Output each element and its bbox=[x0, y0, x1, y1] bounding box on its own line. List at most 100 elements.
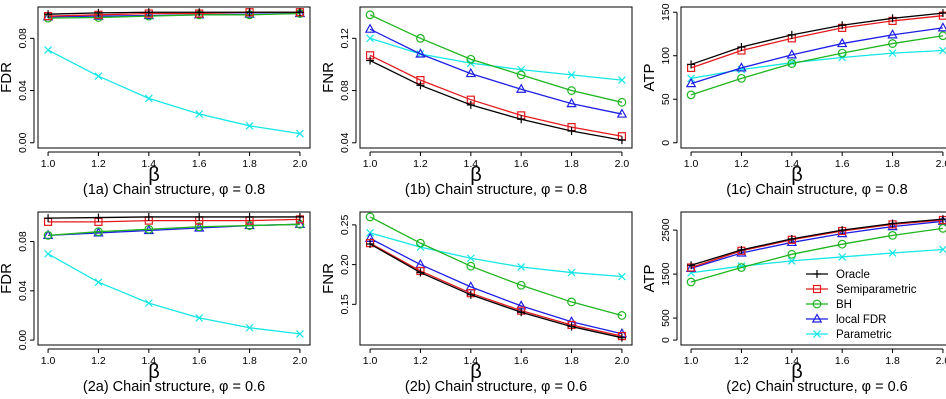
data-point-parametric bbox=[567, 70, 576, 79]
data-point-oracle bbox=[416, 268, 425, 277]
legend-marker-oracle bbox=[813, 270, 821, 278]
data-point-bh bbox=[94, 227, 103, 237]
data-point-local-fdr bbox=[887, 220, 898, 231]
data-point-parametric bbox=[44, 249, 52, 258]
data-point-local-fdr bbox=[364, 23, 376, 33]
y-axis-label: ATP bbox=[641, 264, 658, 292]
data-point-parametric bbox=[94, 278, 103, 287]
data-point-bh bbox=[617, 97, 627, 107]
series-line-local-fdr bbox=[369, 28, 623, 115]
data-point-oracle bbox=[144, 8, 153, 17]
x-tick-label: 1.8 bbox=[885, 158, 900, 170]
legend-marker-parametric-b bbox=[813, 330, 821, 338]
data-point-local-fdr bbox=[836, 37, 848, 48]
x-tick-label: 1.0 bbox=[363, 158, 378, 170]
data-point-oracle bbox=[195, 212, 204, 221]
x-tick-label: 1.4 bbox=[785, 355, 800, 367]
x-tick-label: 1.2 bbox=[91, 355, 106, 367]
x-tick-label: 1.8 bbox=[242, 355, 257, 367]
data-point-local-fdr bbox=[786, 49, 798, 59]
series-line-local-fdr bbox=[48, 223, 300, 237]
series-line-bh bbox=[48, 223, 300, 237]
x-tick-label: 1.8 bbox=[564, 355, 579, 367]
data-point-oracle bbox=[617, 136, 626, 145]
series-line-semiparametric bbox=[690, 219, 943, 269]
data-point-parametric-b bbox=[144, 94, 153, 103]
panel-caption: (2c) Chain structure, φ = 0.6 bbox=[726, 379, 907, 395]
data-point-bh bbox=[365, 212, 375, 222]
y-axis-label: FNR bbox=[320, 263, 337, 294]
series-group-2b bbox=[364, 212, 628, 342]
data-point-local-fdr bbox=[415, 48, 426, 58]
x-axis-label: β bbox=[470, 361, 482, 383]
data-point-local-fdr bbox=[143, 9, 155, 20]
data-point-parametric bbox=[466, 254, 475, 263]
data-point-bh bbox=[686, 90, 696, 100]
data-point-oracle bbox=[617, 333, 626, 342]
data-point-oracle bbox=[838, 21, 847, 30]
data-point-local-fdr bbox=[244, 8, 255, 18]
data-point-bh bbox=[888, 39, 897, 48]
data-point-oracle bbox=[94, 8, 103, 17]
y-tick-label: 0 bbox=[660, 140, 672, 146]
data-point-bh bbox=[787, 249, 797, 259]
data-point-oracle bbox=[787, 30, 796, 39]
data-point-oracle bbox=[366, 56, 375, 65]
y-tick-label: 0.04 bbox=[339, 132, 351, 153]
data-point-local-fdr bbox=[566, 97, 577, 108]
legend-label-oracle: Oracle bbox=[836, 269, 870, 281]
data-point-bh bbox=[365, 10, 375, 20]
data-point-oracle bbox=[195, 8, 204, 17]
data-point-parametric bbox=[144, 94, 153, 103]
data-point-parametric-b bbox=[94, 278, 103, 287]
data-point-oracle bbox=[888, 219, 897, 228]
series-group-1c bbox=[685, 9, 946, 100]
data-point-parametric-b bbox=[195, 313, 204, 322]
series-line-parametric bbox=[47, 253, 301, 335]
data-point-parametric-b bbox=[466, 254, 475, 263]
legend-marker-parametric bbox=[813, 330, 821, 338]
x-tick-label: 2.0 bbox=[293, 158, 308, 170]
data-point-oracle bbox=[838, 226, 847, 235]
data-point-parametric-b bbox=[517, 263, 526, 271]
series-group-1a bbox=[42, 7, 306, 138]
data-point-local-fdr bbox=[294, 218, 306, 228]
data-point-bh bbox=[567, 297, 576, 307]
x-tick-label: 1.0 bbox=[684, 158, 699, 170]
data-point-oracle bbox=[44, 214, 53, 223]
series-line-local-fdr bbox=[690, 27, 944, 85]
series-line-oracle bbox=[690, 218, 943, 266]
data-point-bh bbox=[737, 263, 746, 272]
x-axis-label: β bbox=[148, 361, 160, 383]
x-tick-label: 1.0 bbox=[684, 355, 699, 367]
data-point-parametric bbox=[144, 299, 153, 308]
x-tick-label: 2.0 bbox=[615, 158, 630, 170]
data-point-local-fdr bbox=[465, 67, 477, 78]
x-tick-label: 1.2 bbox=[413, 355, 428, 367]
x-tick-label: 1.6 bbox=[835, 355, 850, 367]
data-point-parametric bbox=[366, 34, 374, 43]
legend-label-bh: BH bbox=[836, 299, 852, 311]
data-point-parametric bbox=[296, 329, 304, 338]
data-point-parametric bbox=[195, 110, 204, 118]
data-point-parametric bbox=[787, 256, 796, 265]
data-point-parametric-b bbox=[888, 49, 897, 58]
x-tick-label: 1.8 bbox=[242, 158, 257, 170]
y-tick-label: 1500 bbox=[660, 262, 672, 286]
x-tick-label: 2.0 bbox=[615, 355, 630, 367]
x-tick-label: 1.0 bbox=[41, 355, 56, 367]
data-point-parametric-b bbox=[567, 268, 576, 277]
data-point-bh bbox=[686, 277, 696, 287]
y-tick-label: 0.00 bbox=[17, 132, 29, 153]
series-line-bh bbox=[48, 12, 300, 19]
data-point-parametric bbox=[296, 129, 304, 138]
data-point-oracle bbox=[567, 127, 576, 136]
data-point-local-fdr bbox=[685, 77, 697, 88]
data-point-bh bbox=[516, 280, 526, 290]
data-point-oracle bbox=[44, 10, 53, 19]
legend-label-semiparametric: Semiparametric bbox=[836, 284, 917, 296]
data-point-oracle bbox=[295, 212, 304, 221]
x-tick-label: 1.4 bbox=[785, 158, 800, 170]
